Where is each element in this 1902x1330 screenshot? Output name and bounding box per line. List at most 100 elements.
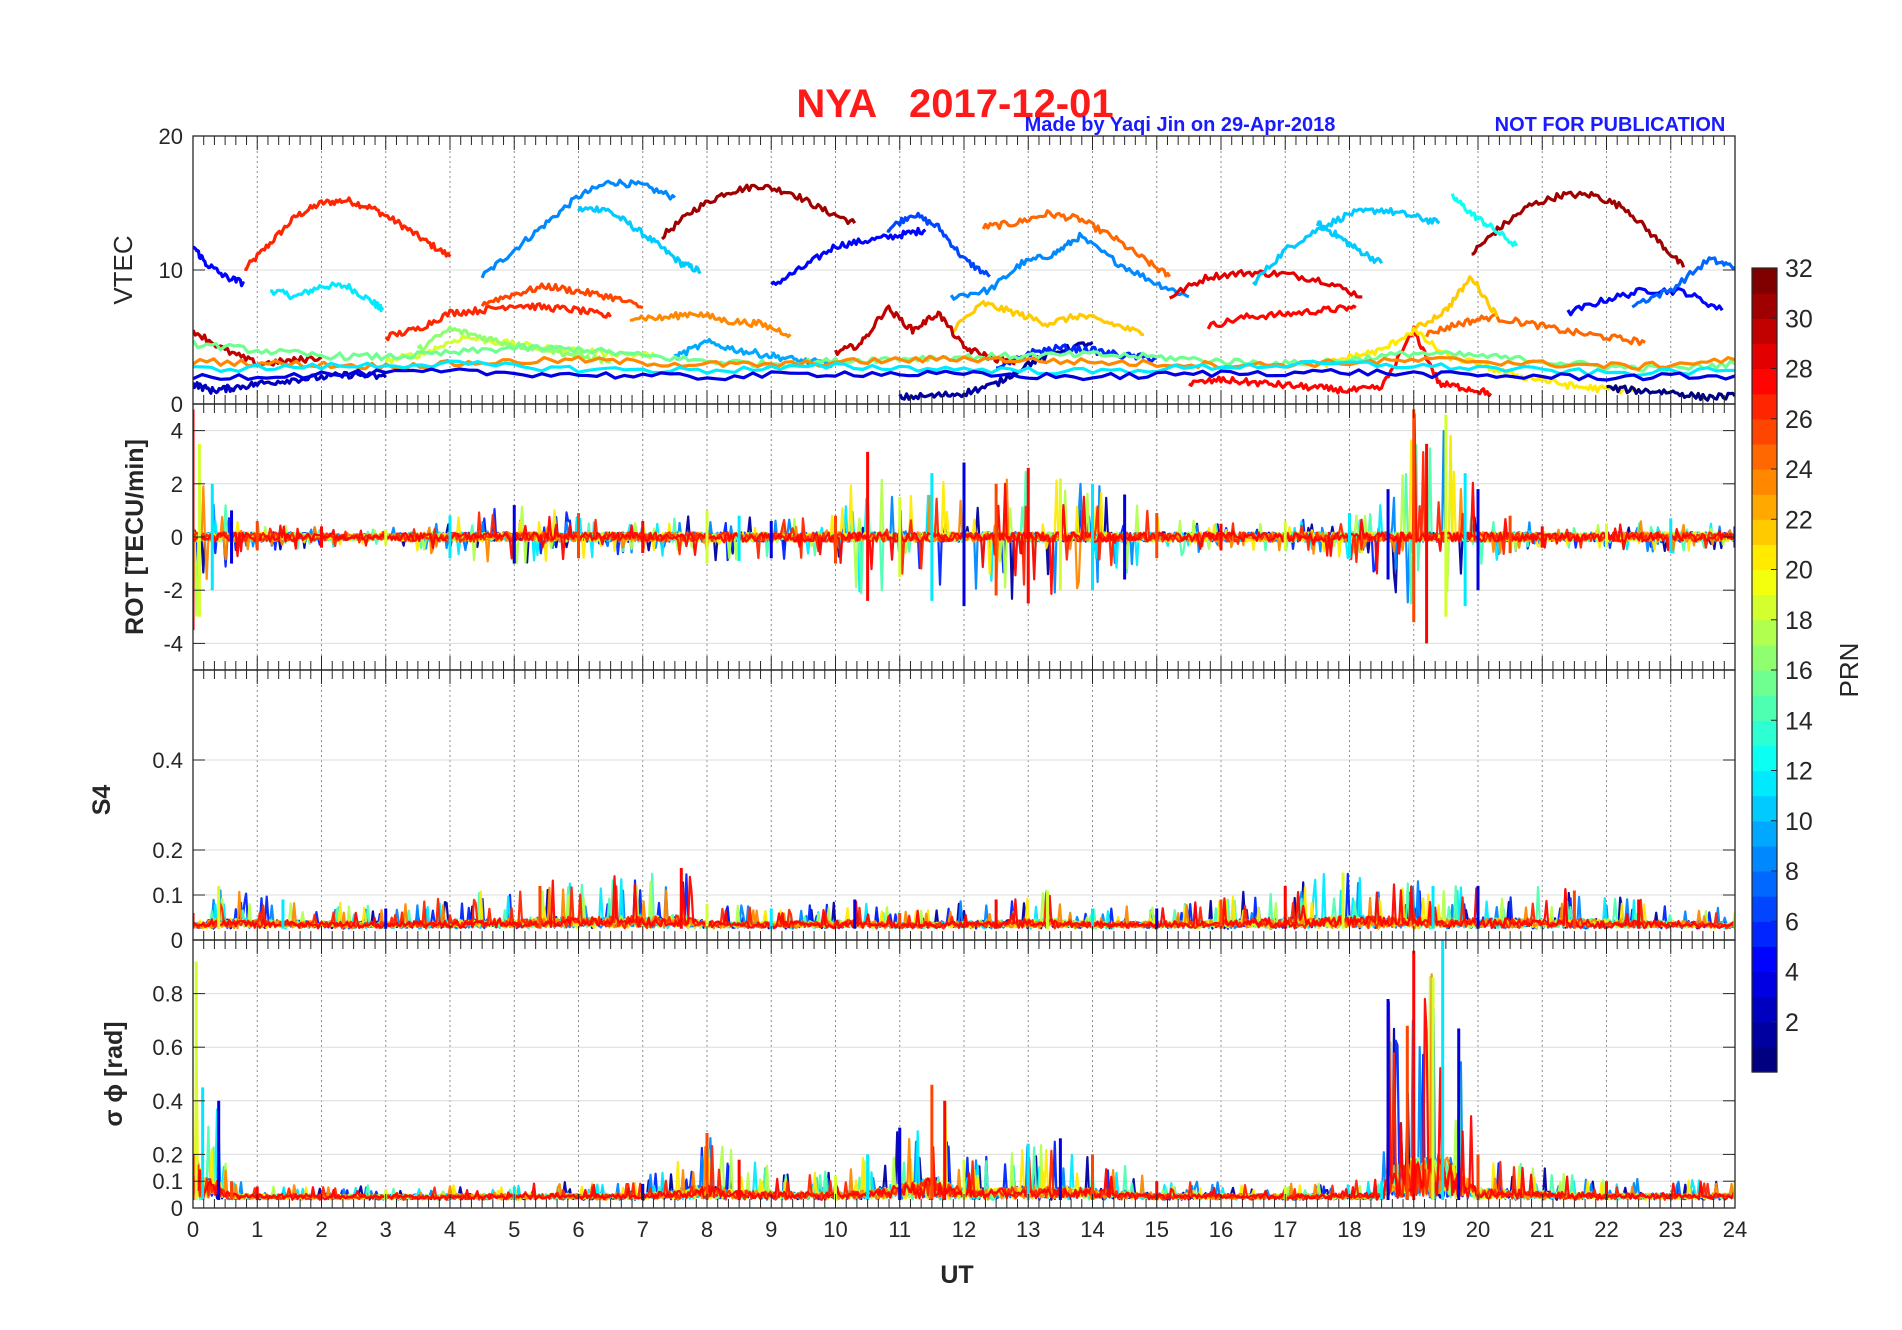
vtec-series-line bbox=[898, 341, 1094, 401]
vtec-series-line bbox=[244, 196, 452, 271]
colorbar-tick-label: 2 bbox=[1785, 1009, 1799, 1037]
colorbar-band bbox=[1752, 494, 1777, 520]
colorbar-band bbox=[1752, 770, 1777, 797]
colorbar-tick-label: 10 bbox=[1785, 808, 1813, 836]
y-tick-label: 0 bbox=[171, 392, 183, 417]
vtec-series-line bbox=[629, 311, 792, 339]
x-tick-label: 8 bbox=[701, 1217, 713, 1242]
colorbar-band bbox=[1752, 996, 1777, 1023]
x-tick-label: 14 bbox=[1080, 1217, 1104, 1242]
y-axis-label-sigma: σ ϕ [rad] bbox=[100, 1021, 128, 1126]
colorbar-tick-label: 26 bbox=[1785, 406, 1813, 434]
vtec-series-line bbox=[886, 211, 991, 278]
y-tick-label: 4 bbox=[171, 419, 183, 444]
x-tick-label: 3 bbox=[380, 1217, 392, 1242]
vtec-series-line bbox=[1188, 325, 1493, 398]
colorbar-band bbox=[1752, 871, 1777, 897]
y-tick-label: 2 bbox=[171, 472, 183, 497]
vtec-series-line bbox=[480, 282, 644, 310]
vtec-series-line bbox=[1425, 313, 1646, 347]
x-tick-label: 12 bbox=[952, 1217, 976, 1242]
vtec-series-line bbox=[193, 359, 1735, 378]
panel-vtec: 0 10 20 VTEC bbox=[108, 124, 1736, 417]
colorbar-band bbox=[1752, 745, 1777, 772]
vtec-series-line bbox=[981, 209, 1171, 278]
x-tick-label: 1 bbox=[251, 1217, 263, 1242]
colorbar-tick-label: 4 bbox=[1785, 959, 1799, 987]
vtec-series-line bbox=[949, 300, 1145, 337]
vtec-series-line bbox=[384, 302, 612, 342]
y-tick-label: 0.4 bbox=[152, 1089, 183, 1114]
colorbar-band bbox=[1752, 1021, 1777, 1048]
colorbar-band bbox=[1752, 820, 1777, 847]
colorbar-band bbox=[1752, 343, 1777, 370]
colorbar-band bbox=[1752, 393, 1777, 420]
colorbar-band bbox=[1752, 443, 1777, 470]
vtec-series-line bbox=[1412, 275, 1499, 334]
figure-title: NYA 2017-12-01 bbox=[796, 82, 1113, 126]
x-tick-label: 15 bbox=[1145, 1217, 1169, 1242]
credit-text: Made by Yaqi Jin on 29-Apr-2018 bbox=[1025, 114, 1336, 136]
vtec-series-line bbox=[949, 231, 1190, 301]
y-tick-label: -4 bbox=[163, 631, 183, 656]
y-tick-label: 0.1 bbox=[152, 1169, 183, 1194]
colorbar-band bbox=[1752, 1046, 1777, 1073]
x-tick-label: 0 bbox=[187, 1217, 199, 1242]
x-tick-label: 6 bbox=[572, 1217, 584, 1242]
vtec-series-line bbox=[416, 325, 612, 364]
colorbar-tick-label: 8 bbox=[1785, 858, 1799, 886]
vtec-series-line bbox=[1471, 190, 1686, 268]
y-tick-label: 0.2 bbox=[152, 838, 183, 863]
vtec-series-line bbox=[834, 304, 1016, 366]
x-tick-label: 16 bbox=[1209, 1217, 1233, 1242]
colorbar-band bbox=[1752, 695, 1777, 721]
colorbar-tick-label: 22 bbox=[1785, 506, 1813, 534]
x-tick-label: 19 bbox=[1402, 1217, 1426, 1242]
vtec-series-line bbox=[480, 178, 676, 279]
colorbar-band bbox=[1752, 720, 1777, 746]
vtec-series-line bbox=[1315, 220, 1384, 265]
y-tick-label: 0.2 bbox=[152, 1142, 183, 1167]
colorbar-tick-label: 12 bbox=[1785, 758, 1813, 786]
y-tick-label: 0 bbox=[171, 525, 183, 550]
colorbar-tick-label: 30 bbox=[1785, 305, 1813, 333]
vtec-series-line bbox=[770, 226, 927, 286]
y-tick-label: 0.8 bbox=[152, 982, 183, 1007]
x-tick-label: 24 bbox=[1723, 1217, 1747, 1242]
x-tick-label: 10 bbox=[823, 1217, 847, 1242]
vtec-series-line bbox=[193, 367, 1735, 382]
colorbar-band bbox=[1752, 921, 1777, 947]
colorbar-tick-label: 6 bbox=[1785, 908, 1799, 936]
x-tick-label: 5 bbox=[508, 1217, 520, 1242]
y-axis-label-s4: S4 bbox=[88, 785, 116, 816]
x-tick-label: 11 bbox=[888, 1217, 911, 1242]
colorbar-band bbox=[1752, 469, 1777, 495]
y-tick-label: 20 bbox=[159, 124, 183, 149]
x-axis-label: UT bbox=[940, 1261, 973, 1289]
colorbar-band bbox=[1752, 418, 1777, 445]
colorbar-tick-label: 28 bbox=[1785, 356, 1813, 384]
x-tick-label: 13 bbox=[1016, 1217, 1040, 1242]
y-tick-label: 0 bbox=[171, 1196, 183, 1221]
vtec-series-line bbox=[1169, 269, 1363, 300]
x-tick-label: 20 bbox=[1466, 1217, 1490, 1242]
colorbar-band bbox=[1752, 971, 1777, 998]
colorbar-band bbox=[1752, 268, 1777, 294]
colorbar-band bbox=[1752, 644, 1777, 671]
x-tick-label: 21 bbox=[1530, 1217, 1554, 1242]
colorbar-band bbox=[1752, 670, 1777, 696]
vtec-series-line bbox=[193, 245, 245, 288]
x-tick-label: 2 bbox=[315, 1217, 327, 1242]
colorbar-band bbox=[1752, 896, 1777, 922]
colorbar-tick-label: 16 bbox=[1785, 657, 1813, 685]
y-axis-label-rot: ROT [TECU/min] bbox=[121, 439, 149, 635]
colorbar-band bbox=[1752, 594, 1777, 621]
y-tick-label: -2 bbox=[163, 578, 183, 603]
y-tick-label: 0.4 bbox=[152, 748, 183, 773]
colorbar-band bbox=[1752, 293, 1777, 319]
colorbar-label: PRN bbox=[1834, 643, 1864, 698]
x-tick-label: 22 bbox=[1594, 1217, 1618, 1242]
x-tick-label: 9 bbox=[765, 1217, 777, 1242]
